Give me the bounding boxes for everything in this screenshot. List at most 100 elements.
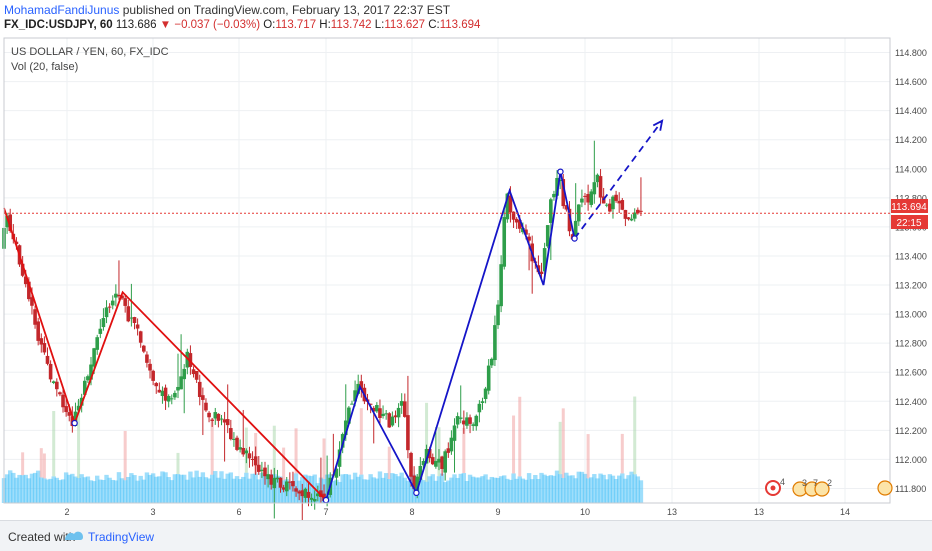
volume-spike [425,402,429,482]
volume-bar [225,473,230,503]
volume-bar [231,478,237,503]
candle-body [452,425,457,441]
volume-bar [4,474,10,503]
volume-bar [442,482,448,503]
candle-body [623,209,628,219]
volume-bar [424,481,429,503]
volume-bar [160,471,165,503]
volume-bar [526,473,532,503]
volume-bar [107,477,112,503]
candle-body [316,493,320,497]
volume-bar [67,474,72,503]
volume-bar [483,474,488,503]
volume-bar [265,475,271,503]
candle-body [502,217,507,267]
x-tick-label: 3 [150,507,155,517]
volume-bar [554,470,560,503]
candle-body [620,200,625,210]
candle-body [427,448,432,459]
candle-body [67,412,72,416]
event-count: 4 [780,477,785,487]
candle-body [608,203,612,212]
volume-bar [349,479,355,503]
publish-line: MohamadFandiJunus published on TradingVi… [4,3,450,17]
volume-bar [63,472,69,503]
y-tick-label: 114.000 [895,164,927,174]
tradingview-link[interactable]: TradingView [88,530,155,544]
candle-body [573,220,578,237]
candle-body [300,490,305,497]
candle-body [561,179,566,207]
x-tick-label: 9 [495,507,500,517]
candle-body [163,387,168,401]
volume-bar [387,479,392,503]
volume-bar [573,478,578,503]
volume-bar [576,471,581,503]
y-tick-label: 112.800 [895,339,927,349]
volume-bar [486,479,491,503]
candle-body [197,381,202,398]
candle-body [406,415,410,451]
candle-body [157,389,162,393]
candle-body [499,264,503,307]
candle-body [415,476,420,492]
volume-bar [452,474,457,503]
volume-bar [213,471,218,503]
volume-bar [262,474,268,503]
candle-body [235,437,239,450]
candle-body [312,499,317,502]
volume-bar [529,479,535,503]
event-flag-icon[interactable] [814,481,830,497]
price-chart[interactable]: 114.800 114.600 114.400 114.200 114.000 113.8… [0,0,932,520]
volume-bar [632,474,637,503]
event-count: 3 [802,478,807,488]
volume-spike [77,400,81,479]
candle-body [101,318,106,328]
volume-bar [163,472,168,503]
projection-arrow-head [652,119,664,131]
volume-bar [352,472,358,503]
volume-spike [176,452,180,475]
candle-body [340,434,345,448]
y-tick-label: 112.000 [895,455,927,465]
candle-body [542,248,547,272]
last-price-badge-bg [891,199,928,213]
volume-bar [623,478,628,503]
candle-body [511,211,516,220]
volume-bar [82,477,87,503]
volume-bar [209,474,215,503]
candle-body [424,449,429,464]
volume-bar [14,477,19,503]
candle-body [604,204,609,206]
candle-body [194,370,199,380]
candle-body [309,497,314,500]
event-flag-icon[interactable] [877,480,893,496]
tradingview-logo-icon[interactable] [63,528,85,545]
y-tick-label: 113.000 [895,310,927,320]
volume-bar [256,479,261,503]
candle-body [589,191,594,205]
candle-body [222,419,227,423]
volume-bar [250,473,255,503]
y-tick-label: 112.600 [895,368,927,378]
volume-bar [405,480,411,503]
economic-events[interactable]: 4 3 7 2 [765,477,893,497]
wave-drawings[interactable] [3,119,664,504]
volume-bar [511,473,516,503]
footer-bar: Created with TradingView [0,520,932,551]
volume-bar [346,474,352,503]
volume-bar [561,477,566,503]
volume-bar [595,478,600,503]
candle-body [188,353,193,367]
volume-bar [29,473,35,503]
candle-body [347,407,351,424]
volume-bar [138,475,143,503]
volume-spike [561,408,565,478]
candle-body [527,236,531,241]
author-link[interactable]: MohamadFandiJunus [4,3,120,17]
volume-bar [396,476,401,503]
candle-body [135,324,140,329]
candle-body [505,193,510,220]
symbol-label: FX_IDC:USDJPY, 60 [4,19,113,31]
candle-body [462,420,466,425]
